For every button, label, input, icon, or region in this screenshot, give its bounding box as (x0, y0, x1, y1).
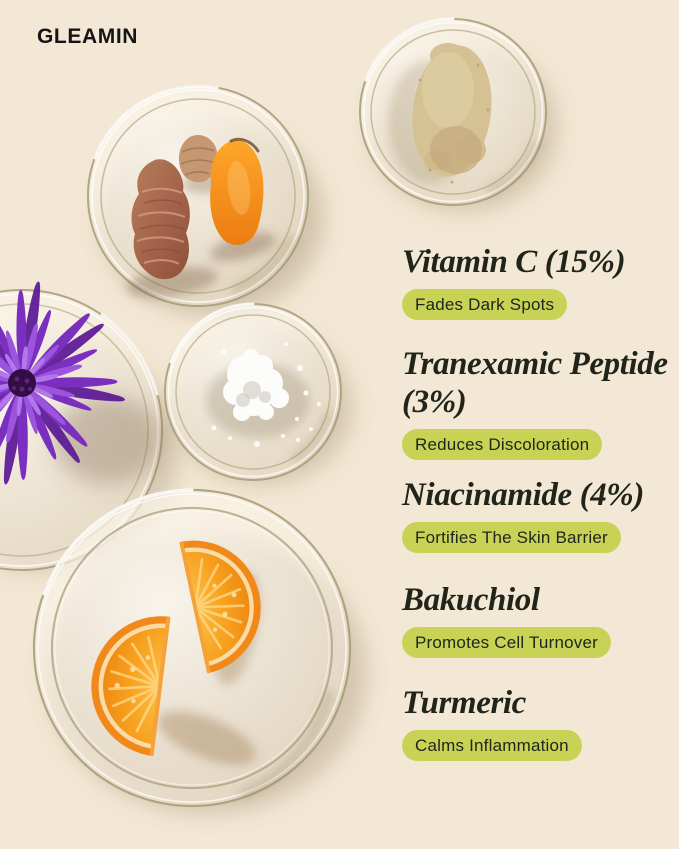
turmeric-powder-smear (388, 43, 492, 184)
ingredient-block-tranexamic-peptide: Tranexamic Peptide (3%) Reduces Discolor… (402, 345, 670, 460)
ingredient-block-turmeric: Turmeric Calms Inflammation (402, 684, 670, 761)
white-powder (206, 342, 321, 447)
white-powder-dish (164, 302, 353, 485)
turmeric-roots-dish (87, 84, 324, 316)
ingredient-block-vitamin-c: Vitamin C (15%) Fades Dark Spots (402, 243, 670, 320)
purple-flower (0, 280, 126, 486)
ingredient-name: Niacinamide (4%) (402, 477, 644, 513)
ingredient-block-bakuchiol: Bakuchiol Promotes Cell Turnover (402, 581, 670, 658)
benefit-pill: Promotes Cell Turnover (402, 627, 611, 658)
turmeric-root-small (178, 134, 218, 183)
turmeric-cut-piece (210, 137, 264, 245)
turmeric-root-large (131, 159, 190, 280)
flower-center (8, 369, 36, 397)
brand-logo: GLEAMIN (37, 25, 139, 48)
ingredient-block-niacinamide: Niacinamide (4%) Fortifies The Skin Barr… (402, 476, 670, 553)
ingredient-name: Vitamin C (15%) (402, 244, 626, 280)
ingredient-name: Turmeric (402, 685, 526, 721)
turmeric-powder-dish (359, 17, 558, 212)
ingredient-name: Tranexamic Peptide (3%) (402, 346, 668, 420)
benefit-pill: Calms Inflammation (402, 730, 582, 761)
benefit-pill: Fortifies The Skin Barrier (402, 522, 621, 553)
benefit-pill: Fades Dark Spots (402, 289, 568, 320)
orange-slices-dish (32, 488, 367, 814)
benefit-pill: Reduces Discoloration (402, 429, 603, 460)
ingredient-name: Bakuchiol (402, 582, 540, 618)
